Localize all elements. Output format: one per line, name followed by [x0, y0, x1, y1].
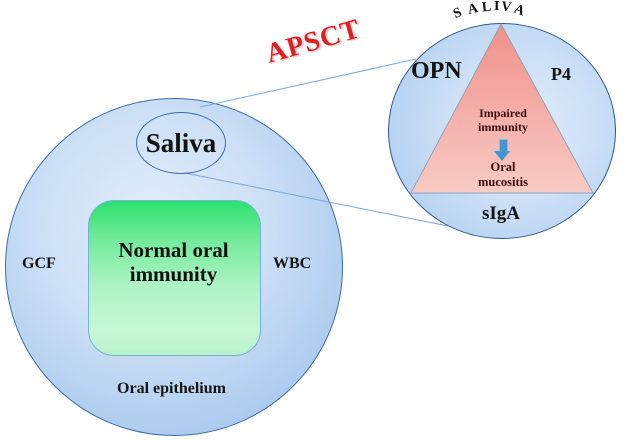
normal-immunity-label: Normal oral immunity [88, 238, 259, 286]
saliva-label: Saliva [145, 127, 217, 158]
saliva-arc-letter: L [481, 0, 493, 16]
saliva-arc-letter: S [451, 5, 465, 22]
impaired-immunity-line1: Impaired [479, 106, 527, 120]
saliva-ellipse: Saliva [136, 112, 226, 174]
impaired-immunity-label: Impaired immunity [458, 106, 548, 135]
normal-immunity-line2: immunity [129, 262, 218, 287]
siga-label: sIgA [481, 203, 520, 224]
opn-label: OPN [411, 58, 462, 84]
p4-label: P4 [551, 64, 571, 84]
normal-immunity-box [88, 200, 261, 356]
oral-mucositis-line1: Oral [490, 160, 516, 174]
apsct-label: APSCT [262, 13, 365, 70]
gcf-label: GCF [22, 255, 56, 272]
oral-mucositis-line2: mucositis [478, 175, 528, 189]
oral-mucositis-label: Oral mucositis [458, 160, 548, 190]
down-arrow-shaft [499, 139, 508, 152]
saliva-arc-letter: I [494, 0, 500, 14]
saliva-arc-letter: V [499, 0, 513, 16]
normal-immunity-line1: Normal oral [118, 238, 229, 262]
down-arrow-icon [494, 139, 511, 161]
wbc-label: WBC [273, 255, 312, 272]
down-arrow-head [494, 151, 510, 161]
saliva-arc-letter: A [511, 1, 527, 20]
impaired-immunity-line2: immunity [477, 120, 528, 135]
oral-epithelium-label: Oral epithelium [117, 380, 226, 397]
saliva-arc-letter: A [466, 1, 480, 18]
